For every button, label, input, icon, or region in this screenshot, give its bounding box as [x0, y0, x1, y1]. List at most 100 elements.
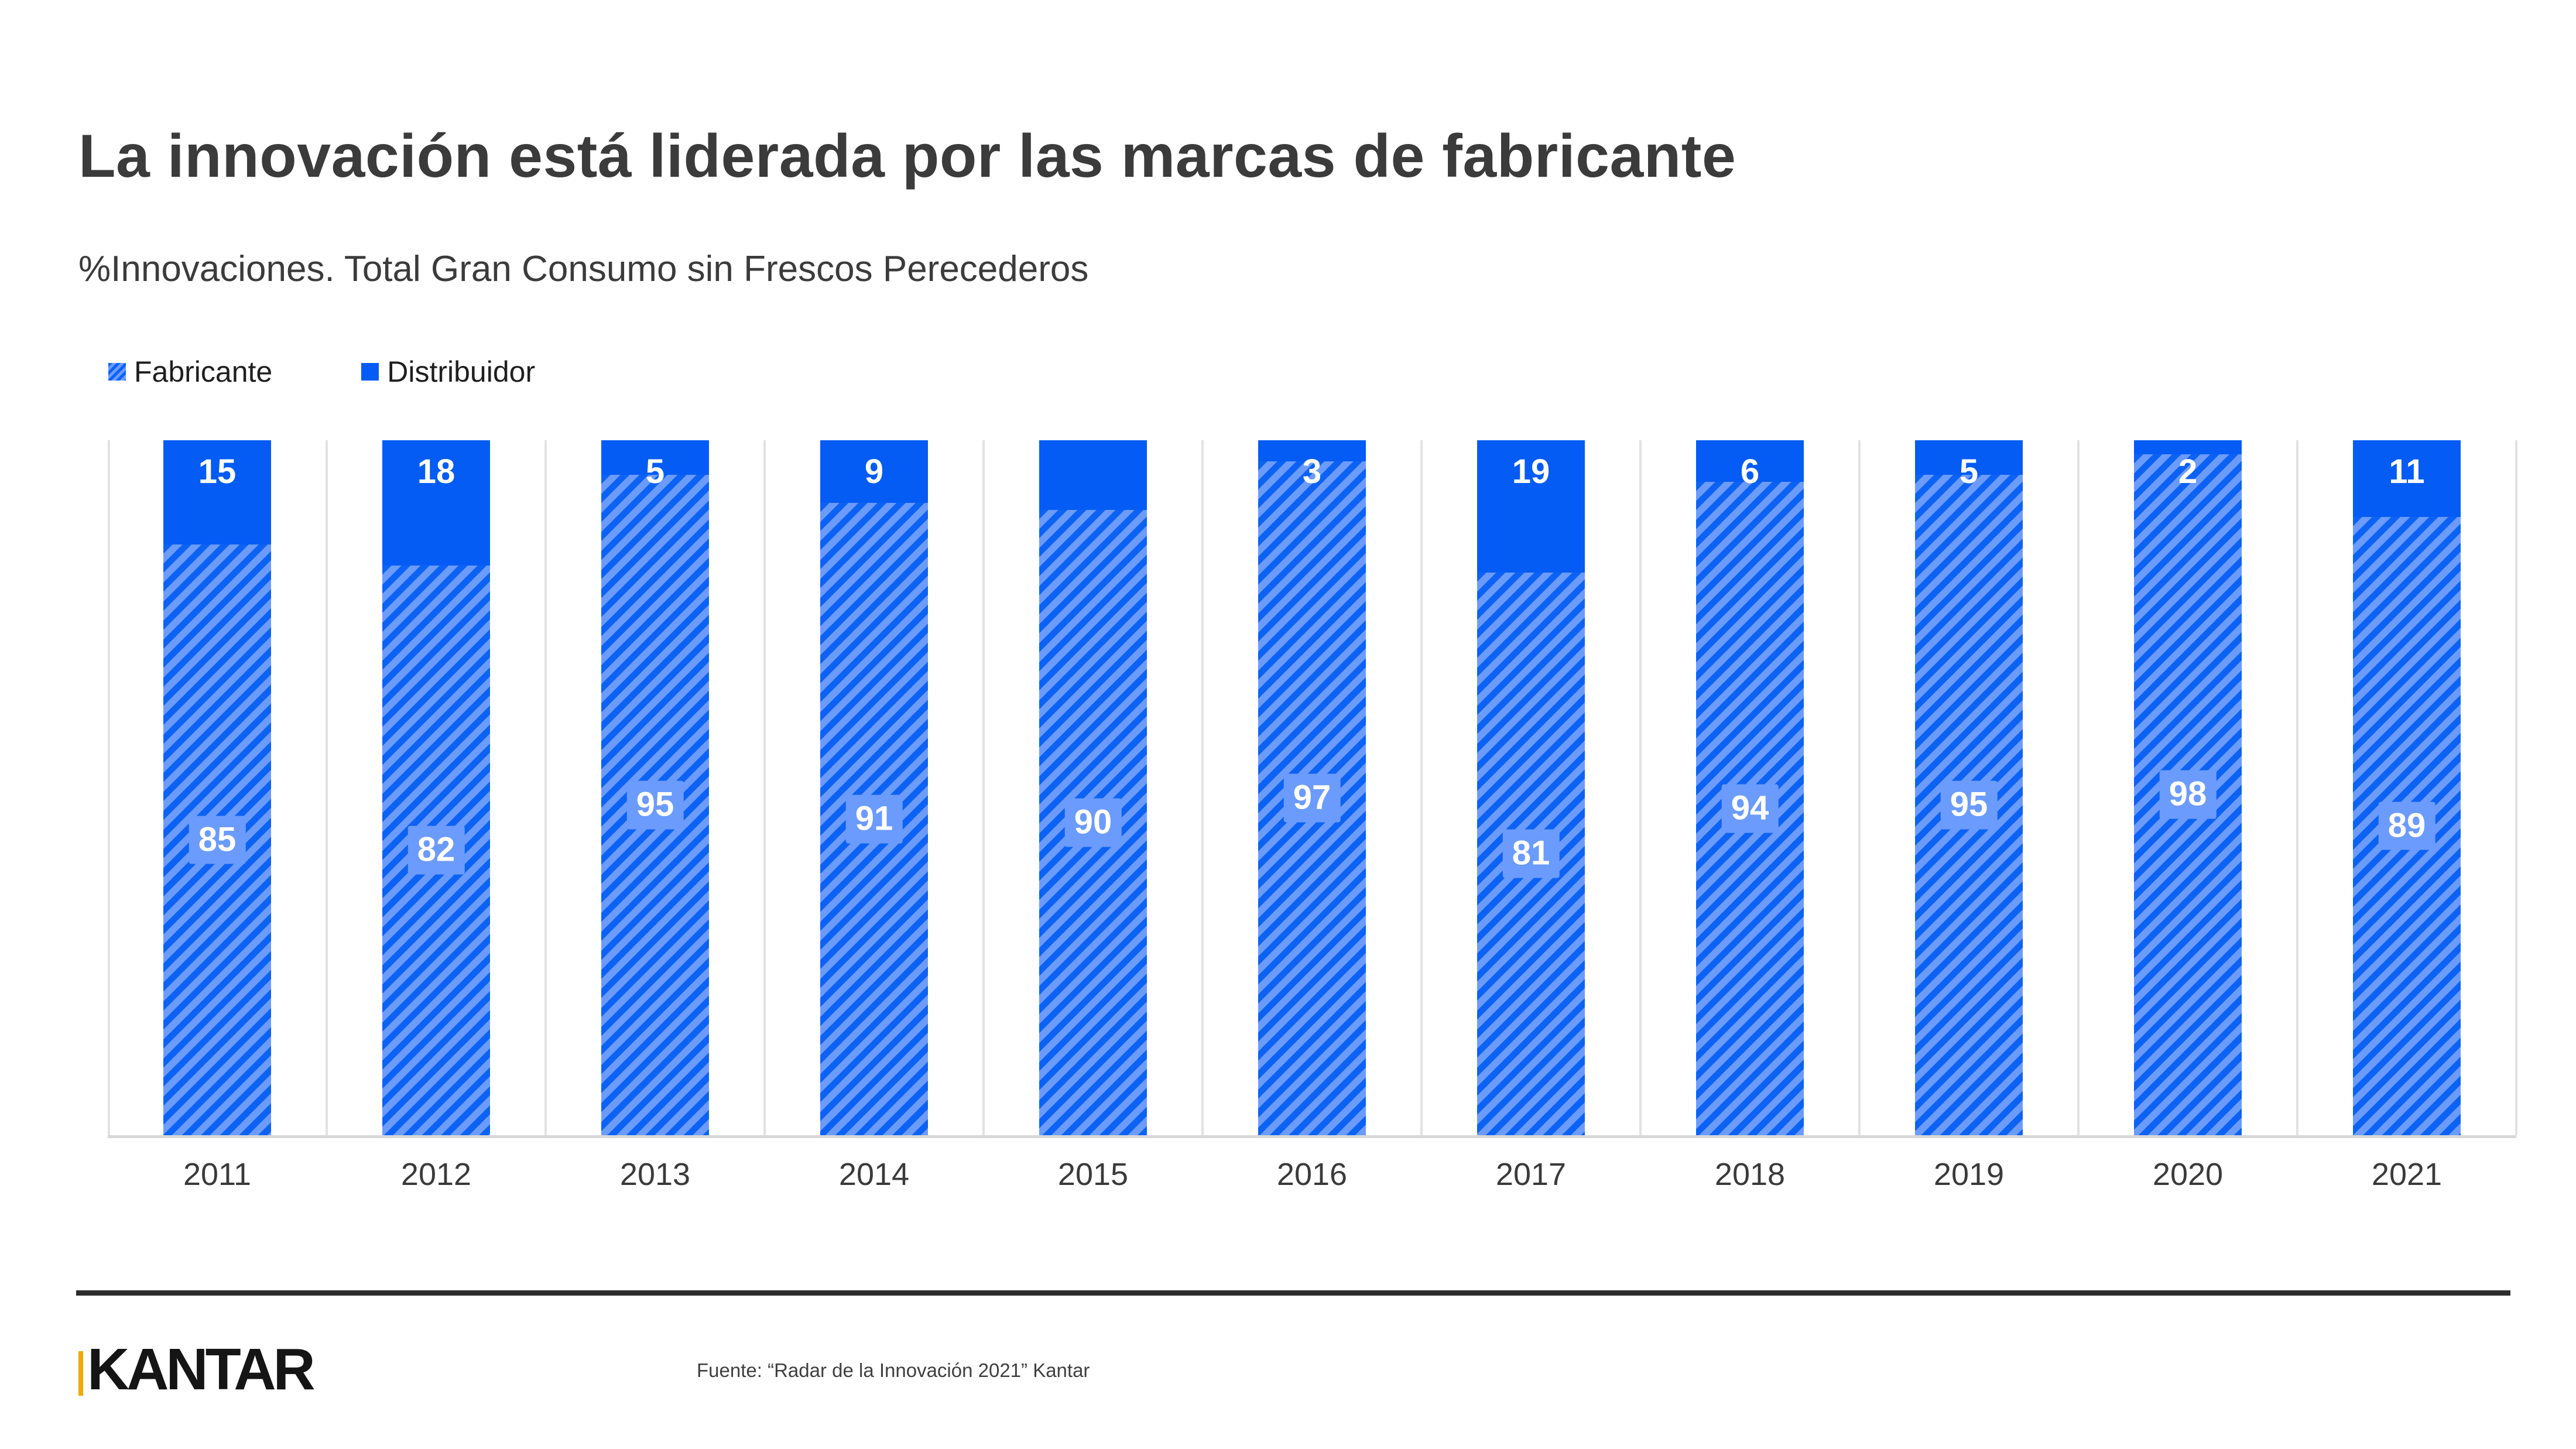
gridline [982, 440, 985, 1135]
gridline [1639, 440, 1642, 1135]
bar-2018: 6 94 [1696, 440, 1804, 1135]
x-axis-label: 2018 [1714, 1157, 1786, 1192]
category-cell-2020: 2 98 2020 [2078, 440, 2297, 1192]
bar-segment-distribuidor [1039, 440, 1147, 510]
bar-2015: 90 [1039, 440, 1147, 1135]
gridline [326, 440, 328, 1135]
distribuidor-value-label: 19 [1512, 453, 1550, 491]
x-axis-label: 2019 [1933, 1157, 2005, 1192]
gridline [1858, 440, 1861, 1135]
bar-segment-fabricante: 90 [1039, 509, 1147, 1135]
bar-segment-distribuidor [2353, 440, 2461, 517]
category-cell-2021: 11 89 2021 [2297, 440, 2516, 1192]
bar-segment-distribuidor [1258, 440, 1366, 461]
distribuidor-swatch-icon [361, 363, 379, 381]
bar-segment-distribuidor [1477, 440, 1585, 573]
bar-segment-fabricante: 98 [2134, 454, 2242, 1135]
bar-2016: 3 97 [1258, 440, 1366, 1135]
bar-segment-distribuidor [382, 440, 490, 566]
category-cell-2016: 3 97 2016 [1203, 440, 1421, 1192]
category-cell-2019: 5 95 2019 [1859, 440, 2078, 1192]
bar-segment-distribuidor [820, 440, 928, 503]
bar-2019: 5 95 [1915, 440, 2023, 1135]
bar-2012: 18 82 [382, 440, 490, 1135]
distribuidor-value-label: 18 [417, 453, 455, 491]
gridline [763, 440, 766, 1135]
legend-item-fabricante: Fabricante [108, 355, 272, 389]
distribuidor-value-label: 11 [2389, 453, 2425, 491]
x-axis-label: 2021 [2371, 1157, 2443, 1192]
x-axis-label: 2017 [1495, 1157, 1567, 1192]
gridline [2296, 440, 2298, 1135]
x-axis-label: 2014 [838, 1157, 910, 1192]
distribuidor-value-label: 2 [2178, 453, 2198, 491]
footer-divider [76, 1290, 2510, 1296]
distribuidor-value-label: 5 [645, 453, 665, 491]
legend-label-distribuidor: Distribuidor [387, 355, 536, 388]
x-axis-label: 2012 [400, 1157, 472, 1192]
bar-2014: 9 91 [820, 440, 928, 1135]
fabricante-swatch-icon [108, 363, 126, 381]
kantar-goldbar-icon [78, 1351, 83, 1396]
bar-segment-distribuidor [163, 440, 271, 545]
bar-2011: 15 85 [163, 440, 271, 1135]
distribuidor-value-label: 15 [198, 453, 237, 491]
x-axis-label: 2011 [183, 1157, 252, 1192]
category-cell-2014: 9 91 2014 [765, 440, 984, 1192]
fabricante-value-label: 89 [2378, 801, 2435, 851]
legend-item-distribuidor: Distribuidor [361, 355, 535, 389]
category-cell-2012: 18 82 2012 [327, 440, 546, 1192]
legend-label-fabricante: Fabricante [134, 355, 273, 388]
page-title: La innovación está liderada por las marc… [78, 122, 1736, 190]
gridline [1420, 440, 1423, 1135]
bar-segment-distribuidor [1915, 440, 2023, 475]
bar-segment-fabricante: 97 [1258, 461, 1366, 1135]
bar-2017: 19 81 [1477, 440, 1585, 1135]
gridline [2515, 440, 2517, 1135]
bar-segment-fabricante: 95 [601, 475, 709, 1135]
gridline [108, 440, 110, 1135]
gridline [1201, 440, 1204, 1135]
bar-segment-distribuidor [2134, 440, 2242, 454]
fabricante-value-label: 95 [626, 780, 684, 830]
fabricante-value-label: 85 [189, 816, 246, 864]
bar-segment-fabricante: 81 [1477, 572, 1585, 1135]
bar-segment-distribuidor [601, 440, 709, 475]
x-axis-label: 2016 [1276, 1157, 1348, 1192]
category-cell-2018: 6 94 2018 [1640, 440, 1859, 1192]
bar-segment-fabricante: 91 [820, 502, 928, 1135]
fabricante-value-label: 81 [1502, 829, 1560, 878]
bar-segment-fabricante: 85 [163, 544, 271, 1135]
category-cell-2013: 5 95 2013 [546, 440, 765, 1192]
bar-segment-fabricante: 89 [2353, 516, 2461, 1135]
x-axis-label: 2020 [2152, 1157, 2224, 1192]
bar-2020: 2 98 [2134, 440, 2242, 1135]
distribuidor-value-label: 9 [864, 453, 884, 491]
fabricante-value-label: 91 [845, 794, 903, 844]
bar-segment-distribuidor [1696, 440, 1804, 482]
category-cell-2015: 90 2015 [984, 440, 1203, 1192]
distribuidor-value-label: 3 [1302, 453, 1322, 491]
source-note: Fuente: “Radar de la Innovación 2021” Ka… [697, 1359, 1090, 1381]
gridline [544, 440, 547, 1135]
fabricante-value-label: 90 [1064, 798, 1122, 847]
fabricante-value-label: 97 [1283, 773, 1341, 823]
x-axis-label: 2013 [619, 1157, 691, 1192]
fabricante-value-label: 98 [2159, 770, 2217, 819]
distribuidor-value-label: 6 [1740, 453, 1760, 491]
category-cell-2011: 15 85 2011 [108, 440, 327, 1192]
plot-area: 15 85 2011 18 82 2012 5 95 2013 9 91 2014 90 2015 3 97 2… [108, 440, 2517, 1192]
kantar-logo-text: KANTAR [87, 1337, 316, 1402]
bar-2013: 5 95 [601, 440, 709, 1135]
page-subtitle: %Innovaciones. Total Gran Consumo sin Fr… [78, 249, 1089, 289]
legend: Fabricante Distribuidor [108, 355, 535, 389]
bar-2021: 11 89 [2353, 440, 2461, 1135]
fabricante-value-label: 82 [407, 825, 465, 875]
gridline [2077, 440, 2080, 1135]
fabricante-value-label: 95 [1940, 780, 1998, 830]
bar-segment-fabricante: 82 [382, 565, 490, 1135]
bar-segment-fabricante: 94 [1696, 482, 1804, 1135]
x-axis-label: 2015 [1057, 1157, 1129, 1192]
category-cell-2017: 19 81 2017 [1421, 440, 1640, 1192]
